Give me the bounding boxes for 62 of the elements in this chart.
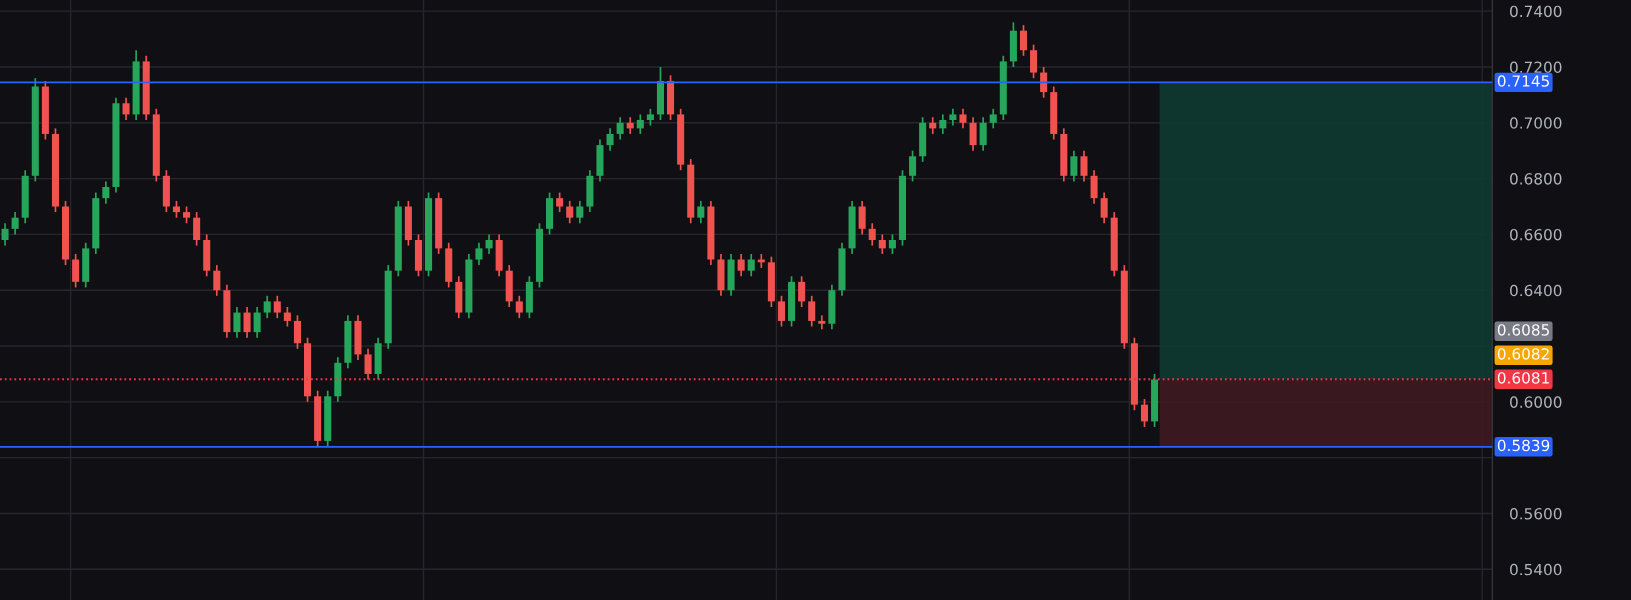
candlestick xyxy=(364,348,372,381)
candlestick xyxy=(979,116,987,152)
candlestick xyxy=(777,294,785,328)
candlestick xyxy=(576,200,584,225)
text: 0.6085 xyxy=(1497,324,1549,336)
candlestick xyxy=(636,113,644,135)
candlestick xyxy=(616,116,624,141)
y-tick-label: 0.6400 xyxy=(1510,284,1562,297)
candlestick xyxy=(11,211,19,236)
candlestick xyxy=(515,294,523,319)
candlestick xyxy=(293,314,301,350)
candlestick xyxy=(1090,169,1098,205)
candlestick xyxy=(243,306,251,339)
candlestick xyxy=(193,211,201,247)
candlestick xyxy=(1070,149,1078,183)
candlestick xyxy=(888,233,896,255)
candlestick xyxy=(1,222,9,247)
ref-line-label: 0.7145 xyxy=(1497,75,1549,87)
candlestick xyxy=(213,264,221,297)
y-tick-label: 0.5600 xyxy=(1510,507,1562,520)
candlestick xyxy=(697,200,705,225)
candlestick xyxy=(253,306,261,339)
candlestick xyxy=(475,241,483,266)
y-tick-label: 0.7400 xyxy=(1510,5,1562,18)
candlestick xyxy=(737,253,745,278)
candlestick xyxy=(939,113,947,135)
candlestick xyxy=(263,294,271,319)
y-tick-label: 0.7200 xyxy=(1510,61,1562,73)
candlestick xyxy=(747,253,755,278)
candlestick xyxy=(798,275,806,308)
ref-line-label: 0.6081 xyxy=(1497,372,1549,384)
text: 0.6082 xyxy=(1497,348,1549,360)
y-tick-label: 0.6000 xyxy=(1510,396,1562,408)
candlestick xyxy=(122,96,130,121)
candlestick xyxy=(556,191,564,213)
y-tick-label: 0.5400 xyxy=(1510,563,1562,576)
candlestick xyxy=(1100,191,1108,225)
candlestick xyxy=(72,253,80,289)
candlestick xyxy=(969,116,977,152)
candlestick xyxy=(1080,149,1088,183)
candlestick xyxy=(283,306,291,328)
ref-line-label: 0.5839 xyxy=(1497,439,1550,452)
candlestick xyxy=(818,314,826,331)
candlestick xyxy=(233,306,241,339)
candlestick xyxy=(808,294,816,328)
candlestick xyxy=(989,108,997,130)
candlestick xyxy=(102,180,110,205)
candlestick xyxy=(959,108,967,130)
y-tick-label: 0.6600 xyxy=(1510,228,1562,241)
candlestick xyxy=(485,233,493,255)
candlestick xyxy=(1030,43,1038,79)
candlestick xyxy=(566,200,574,225)
candlestick xyxy=(868,222,876,247)
y-tick-label: 0.7000 xyxy=(1510,117,1562,129)
candlestick xyxy=(1140,398,1149,428)
y-tick-label: 0.6800 xyxy=(1510,173,1562,185)
candlestick xyxy=(273,294,281,319)
candlestick xyxy=(858,200,866,236)
candlestick xyxy=(606,127,614,152)
candlestick xyxy=(878,233,886,255)
candlestick xyxy=(1019,24,1028,57)
candlestick xyxy=(909,149,917,183)
